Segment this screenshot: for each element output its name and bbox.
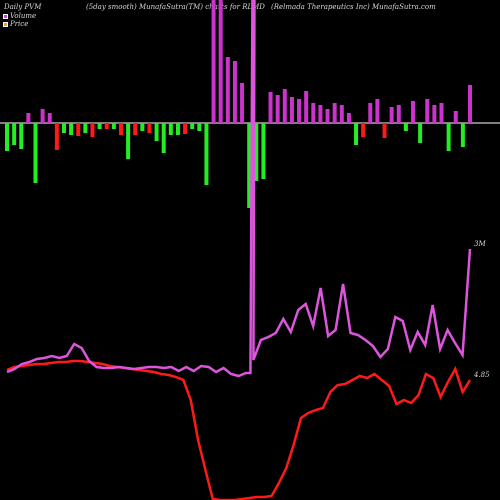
volume-bar (161, 123, 166, 153)
volume-bar (361, 123, 366, 137)
volume-bar (204, 123, 209, 185)
volume-bar (346, 113, 351, 123)
volume-bar (33, 123, 38, 183)
header-right-label: (Relmada Therapeutics Inc) MunafaSutra.c… (271, 3, 436, 11)
header-left-label: Daily PVM (4, 3, 42, 11)
volume-bar (47, 113, 52, 123)
volume-bar (247, 123, 252, 208)
volume-bar (175, 123, 180, 135)
volume-bar (311, 103, 316, 123)
volume-bar (197, 123, 202, 131)
volume-bar (282, 89, 287, 123)
volume-bar (425, 99, 430, 123)
volume-bar (12, 123, 17, 145)
volume-bar (26, 113, 31, 123)
volume-bar (111, 123, 116, 129)
volume-bar (446, 123, 451, 151)
volume-bar (460, 123, 465, 147)
volume-bar (83, 123, 88, 133)
volume-bar (382, 123, 387, 138)
volume-bar (154, 123, 159, 141)
legend-volume: Volume (3, 12, 36, 20)
volume-bar (126, 123, 131, 159)
legend-price-swatch (3, 21, 8, 27)
volume-bar (325, 109, 330, 123)
volume-bar (218, 0, 223, 123)
volume-bar (61, 123, 66, 133)
volume-bar (240, 83, 245, 123)
header-center-label: (5day smooth) MunafaSutra(TM) charts for… (86, 3, 265, 11)
volume-bar (304, 91, 309, 123)
volume-bar (439, 103, 444, 123)
volume-bar (76, 123, 81, 136)
volume-bar (232, 61, 237, 123)
legend-volume-swatch (3, 13, 8, 19)
volume-bar (368, 103, 373, 123)
volume-bar (19, 123, 24, 149)
volume-bar (190, 123, 195, 129)
volume-annotation: 3M (474, 240, 486, 248)
volume-bar (375, 99, 380, 123)
volume-bar (90, 123, 95, 137)
volume-bar (339, 105, 344, 123)
volume-bar (104, 123, 109, 129)
volume-bar (389, 107, 394, 123)
legend-price: Price (3, 20, 28, 28)
volume-bar (453, 111, 458, 123)
price-annotation: 4.85 (473, 371, 490, 379)
volume-bar (418, 123, 423, 143)
volume-bar (261, 123, 266, 179)
volume-bar (140, 123, 145, 131)
volume-bar (147, 123, 152, 133)
volume-bar (332, 103, 337, 123)
volume-bar (54, 123, 59, 150)
volume-bar (168, 123, 173, 135)
volume-bar (297, 99, 302, 123)
volume-bar (133, 123, 138, 135)
volume-bar (225, 57, 230, 123)
volume-bar (211, 0, 216, 123)
legend-volume-label: Volume (10, 12, 37, 20)
volume-bar (40, 109, 45, 123)
volume-bar (275, 95, 280, 123)
legend-price-label: Price (10, 20, 29, 28)
volume-bar (468, 85, 472, 123)
volume-bar (5, 123, 9, 151)
volume-bar (411, 101, 416, 123)
price-line (6, 359, 472, 500)
volume-bar (268, 92, 273, 123)
volume-bar (432, 105, 437, 123)
volume-bar (97, 123, 102, 129)
volume-bar (118, 123, 123, 135)
volume-bar (403, 123, 408, 131)
volume-bar (354, 123, 359, 145)
volume-bar (396, 105, 401, 123)
volume-bar (183, 123, 188, 134)
volume-line (6, 0, 472, 378)
volume-bar (254, 123, 259, 181)
volume-bar (69, 123, 74, 135)
volume-bar (289, 97, 294, 123)
volume-bar (318, 105, 323, 123)
